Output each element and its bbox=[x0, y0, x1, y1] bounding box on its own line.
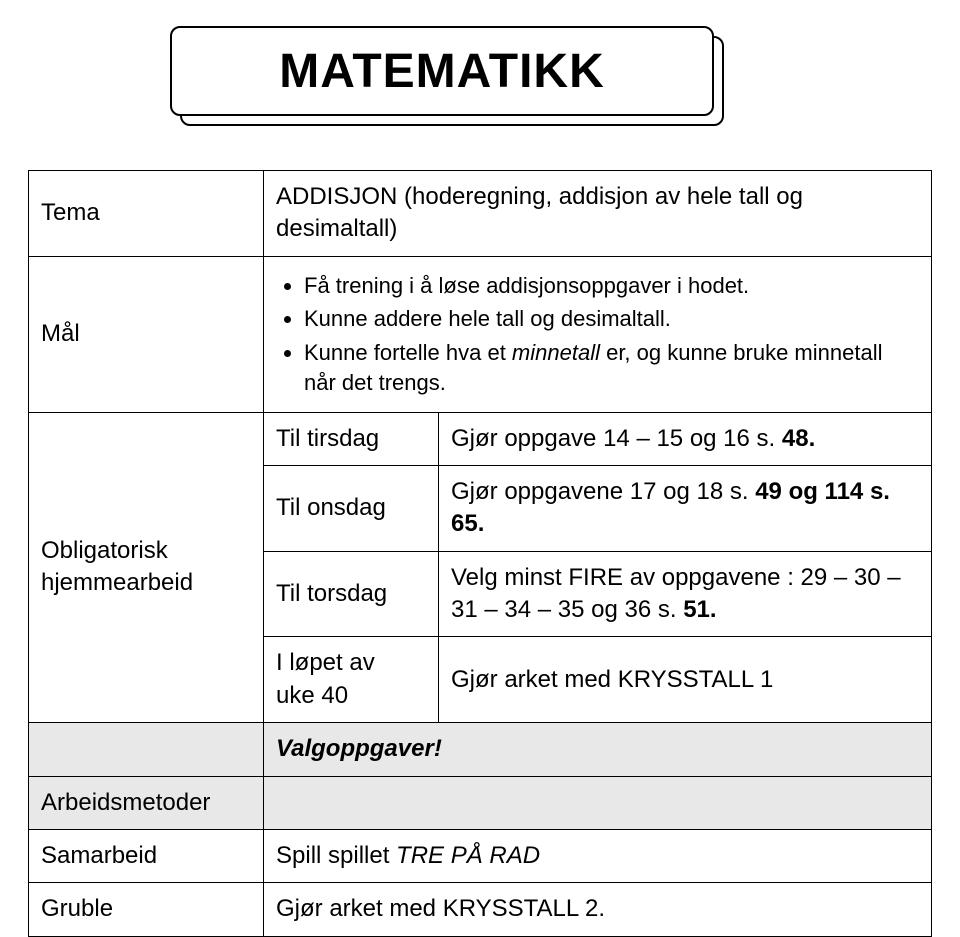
label-oblig-line1: Obligatorisk bbox=[41, 537, 168, 564]
row-valg-header: Valgoppgaver! bbox=[29, 723, 932, 776]
torsdag-label: Til torsdag bbox=[264, 551, 439, 637]
maal-item: Få trening i å løse addisjonsoppgaver i … bbox=[304, 271, 919, 301]
maal-item3-em: minnetall bbox=[512, 340, 600, 365]
valgoppgaver-heading: Valgoppgaver! bbox=[264, 723, 932, 776]
row-metoder: Arbeidsmetoder bbox=[29, 776, 932, 829]
title-container: MATEMATIKK bbox=[170, 26, 730, 126]
uke-label-1: I løpet av bbox=[276, 649, 375, 676]
label-samarbeid: Samarbeid bbox=[29, 830, 264, 883]
maal-list: Få trening i å løse addisjonsoppgaver i … bbox=[276, 271, 919, 398]
torsdag-b: 51. bbox=[683, 596, 716, 623]
row-tirsdag: Obligatorisk hjemmearbeid Til tirsdag Gj… bbox=[29, 412, 932, 465]
tirsdag-text: Gjør oppgave 14 – 15 og 16 s. 48. bbox=[439, 412, 932, 465]
maal-content: Få trening i å løse addisjonsoppgaver i … bbox=[264, 256, 932, 412]
samarbeid-pre: Spill spillet bbox=[276, 842, 396, 869]
gruble-content: Gjør arket med KRYSSTALL 2. bbox=[264, 883, 932, 936]
content-table: Tema ADDISJON (hoderegning, addisjon av … bbox=[28, 170, 932, 937]
metoder-content bbox=[264, 776, 932, 829]
onsdag-text: Gjør oppgavene 17 og 18 s. 49 og 114 s. … bbox=[439, 465, 932, 551]
label-tema: Tema bbox=[29, 171, 264, 257]
row-samarbeid: Samarbeid Spill spillet TRE PÅ RAD bbox=[29, 830, 932, 883]
label-oblig: Obligatorisk hjemmearbeid bbox=[29, 412, 264, 723]
maal-item: Kunne fortelle hva et minnetall er, og k… bbox=[304, 338, 919, 397]
uke-label-2: uke 40 bbox=[276, 682, 348, 709]
label-gruble: Gruble bbox=[29, 883, 264, 936]
label-maal: Mål bbox=[29, 256, 264, 412]
row-tema: Tema ADDISJON (hoderegning, addisjon av … bbox=[29, 171, 932, 257]
page-title: MATEMATIKK bbox=[279, 44, 605, 99]
title-box: MATEMATIKK bbox=[170, 26, 714, 116]
valg-empty-left bbox=[29, 723, 264, 776]
samarbeid-content: Spill spillet TRE PÅ RAD bbox=[264, 830, 932, 883]
onsdag-label: Til onsdag bbox=[264, 465, 439, 551]
torsdag-text: Velg minst FIRE av oppgavene : 29 – 30 –… bbox=[439, 551, 932, 637]
tirsdag-b: 48. bbox=[782, 425, 815, 452]
page: MATEMATIKK Tema ADDISJON (hoderegning, a… bbox=[0, 0, 960, 839]
uke-text: Gjør arket med KRYSSTALL 1 bbox=[439, 637, 932, 723]
row-maal: Mål Få trening i å løse addisjonsoppgave… bbox=[29, 256, 932, 412]
uke-label: I løpet av uke 40 bbox=[264, 637, 439, 723]
samarbeid-em: TRE PÅ RAD bbox=[396, 842, 540, 869]
tirsdag-a: Gjør oppgave 14 – 15 og 16 s. bbox=[451, 425, 782, 452]
tema-content: ADDISJON (hoderegning, addisjon av hele … bbox=[264, 171, 932, 257]
row-gruble: Gruble Gjør arket med KRYSSTALL 2. bbox=[29, 883, 932, 936]
onsdag-a: Gjør oppgavene 17 og 18 s. bbox=[451, 478, 755, 505]
maal-item3-pre: Kunne fortelle hva et bbox=[304, 340, 512, 365]
maal-item: Kunne addere hele tall og desimaltall. bbox=[304, 304, 919, 334]
label-metoder: Arbeidsmetoder bbox=[29, 776, 264, 829]
tirsdag-label: Til tirsdag bbox=[264, 412, 439, 465]
torsdag-a: Velg minst FIRE av oppgavene : 29 – 30 –… bbox=[451, 564, 901, 623]
label-oblig-line2: hjemmearbeid bbox=[41, 569, 193, 596]
